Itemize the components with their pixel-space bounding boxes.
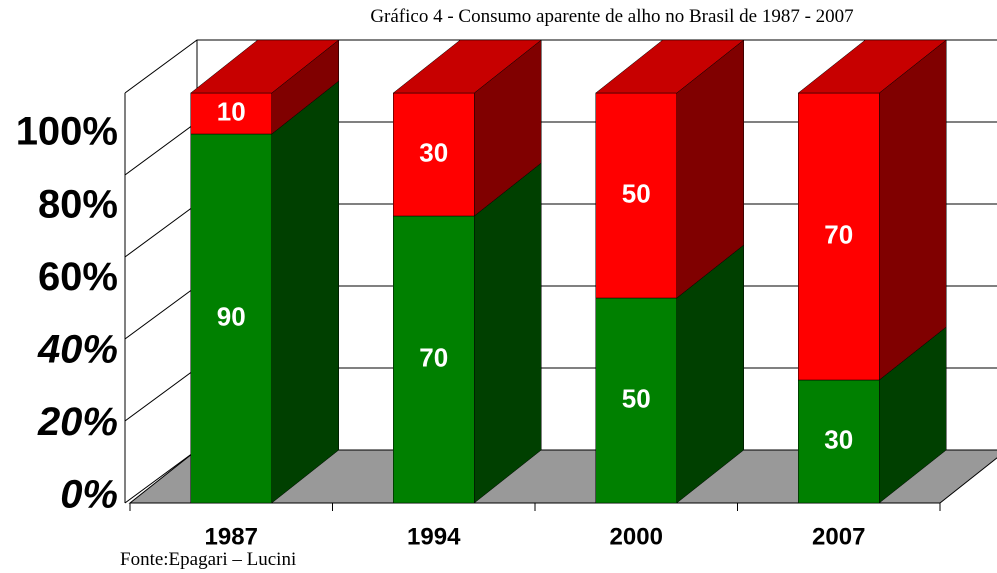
y-tick-label: 0% [60, 473, 118, 517]
value-label: 70 [419, 342, 448, 372]
source: Fonte:Epagari – Lucini [120, 549, 296, 570]
y-tick-label: 40% [37, 327, 118, 371]
x-tick-label: 2000 [610, 523, 663, 550]
bar-side [474, 162, 542, 504]
bar [798, 379, 880, 504]
x-tick-label: 1987 [205, 523, 258, 550]
y-tick-label: 20% [37, 400, 118, 444]
value-label: 50 [622, 383, 651, 413]
x-tick-label: 2007 [812, 523, 865, 550]
y-tick-label: 80% [38, 182, 118, 226]
chart-title: Gráfico 4 - Consumo aparente de alho no … [370, 6, 853, 27]
value-label: 90 [217, 301, 246, 331]
y-tick-label: 60% [38, 255, 118, 299]
value-label: 30 [824, 424, 853, 454]
value-label: 50 [622, 178, 651, 208]
x-tick-label: 1994 [407, 523, 461, 550]
bar [393, 215, 475, 504]
bar-top [392, 39, 542, 94]
bar [190, 133, 272, 504]
bar-top [190, 39, 340, 94]
value-label: 10 [217, 96, 246, 126]
bar-top [797, 39, 947, 94]
value-label: 70 [824, 219, 853, 249]
bar-side [271, 80, 339, 504]
bar [393, 92, 475, 217]
bar [595, 92, 677, 299]
bar [798, 92, 880, 381]
bar-top [595, 39, 745, 94]
y-tick-label: 100% [16, 110, 118, 154]
value-label: 30 [419, 137, 448, 167]
bar [595, 297, 677, 504]
bar-side [879, 39, 947, 381]
